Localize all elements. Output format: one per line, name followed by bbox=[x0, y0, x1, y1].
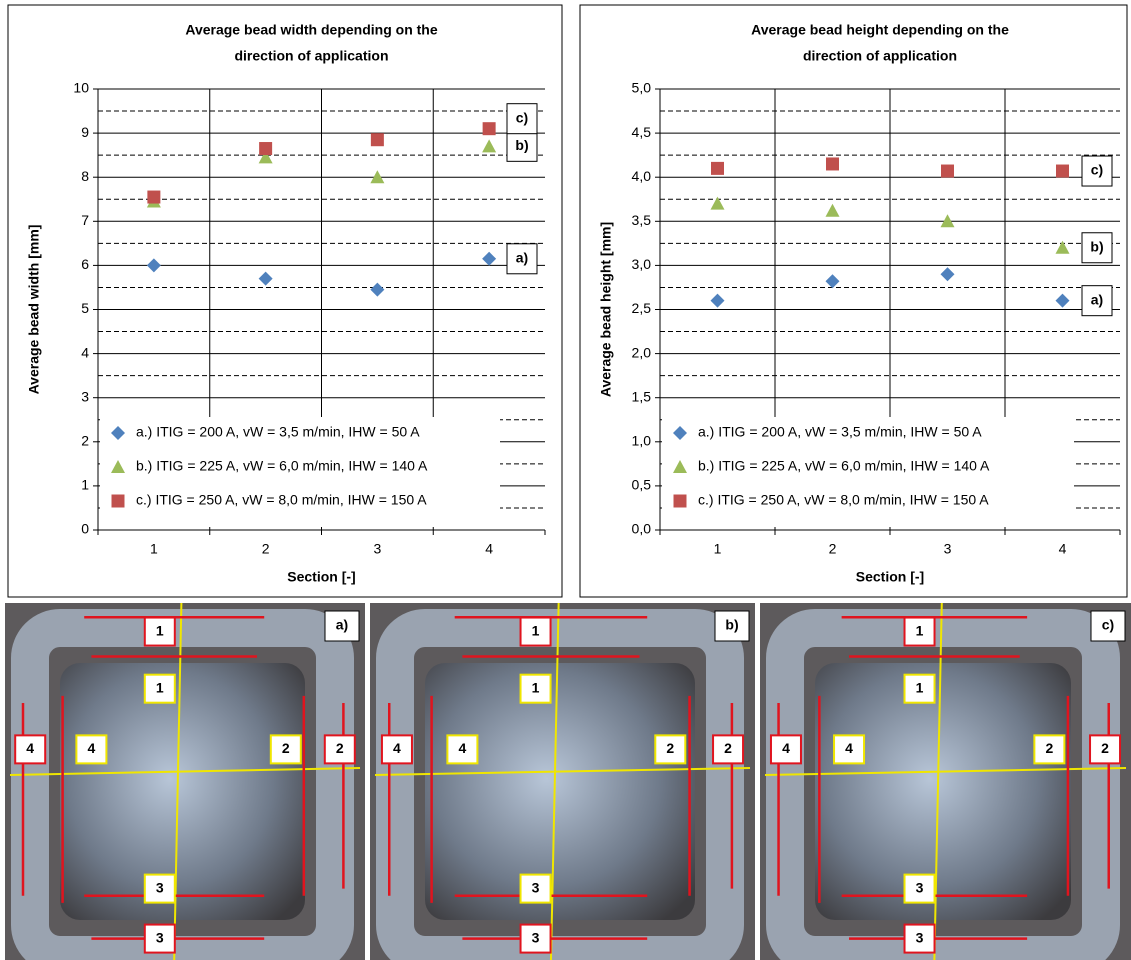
section-label: 2 bbox=[724, 740, 732, 756]
legend-label: b.) ITIG = 225 A, vW = 6,0 m/min, IHW = … bbox=[136, 458, 428, 474]
point bbox=[711, 162, 724, 175]
section-label: 1 bbox=[156, 679, 164, 695]
point bbox=[259, 142, 272, 155]
x-tick-label: 1 bbox=[150, 541, 158, 557]
y-tick-label: 7 bbox=[81, 212, 89, 228]
chart-title: Average bead height depending on the bbox=[751, 22, 1009, 38]
y-tick-label: 0 bbox=[81, 521, 89, 537]
y-axis-label: Average bead height [mm] bbox=[598, 222, 614, 397]
section-label: 2 bbox=[666, 740, 674, 756]
weld-surface bbox=[425, 663, 695, 920]
weld-surface bbox=[815, 663, 1071, 920]
chart-title: Average bead width depending on the bbox=[185, 22, 437, 38]
weld-surface bbox=[60, 663, 305, 920]
section-label: 3 bbox=[532, 929, 540, 945]
y-tick-label: 9 bbox=[81, 124, 89, 140]
legend-label: b.) ITIG = 225 A, vW = 6,0 m/min, IHW = … bbox=[698, 458, 990, 474]
annotation: c) bbox=[1091, 162, 1103, 178]
section-label: 1 bbox=[916, 622, 924, 638]
y-tick-label: 10 bbox=[73, 80, 89, 96]
x-axis-label: Section [-] bbox=[856, 569, 924, 585]
y-tick-label: 3,5 bbox=[632, 212, 652, 228]
y-axis-label: Average bead width [mm] bbox=[26, 225, 42, 395]
x-axis-label: Section [-] bbox=[287, 569, 355, 585]
photo-tag: c) bbox=[1102, 617, 1114, 633]
y-tick-label: 4,0 bbox=[632, 168, 652, 184]
y-tick-label: 2,0 bbox=[632, 344, 652, 360]
x-tick-label: 1 bbox=[714, 541, 722, 557]
y-tick-label: 0,0 bbox=[632, 521, 652, 537]
photo-tag: a) bbox=[336, 617, 348, 633]
chart-title: direction of application bbox=[234, 48, 388, 64]
legend-label: a.) ITIG = 200 A, vW = 3,5 m/min, IHW = … bbox=[136, 424, 420, 440]
x-tick-label: 2 bbox=[829, 541, 837, 557]
section-label: 4 bbox=[393, 740, 401, 756]
section-label: 1 bbox=[916, 679, 924, 695]
point bbox=[371, 133, 384, 146]
section-label: 4 bbox=[782, 740, 790, 756]
y-tick-label: 0,5 bbox=[632, 477, 652, 493]
legend-marker bbox=[674, 495, 687, 508]
section-label: 2 bbox=[282, 740, 290, 756]
figure: Average bead width depending on the direc… bbox=[0, 0, 1131, 960]
section-label: 3 bbox=[916, 929, 924, 945]
photo-tag: b) bbox=[725, 617, 738, 633]
annotation: b) bbox=[1090, 238, 1103, 254]
legend-label: c.) ITIG = 250 A, vW = 8,0 m/min, IHW = … bbox=[136, 492, 427, 508]
y-tick-label: 1 bbox=[81, 477, 89, 493]
section-label: 4 bbox=[26, 740, 34, 756]
point bbox=[941, 165, 954, 178]
legend-label: c.) ITIG = 250 A, vW = 8,0 m/min, IHW = … bbox=[698, 492, 989, 508]
section-label: 4 bbox=[845, 740, 853, 756]
section-label: 2 bbox=[1045, 740, 1053, 756]
section-label: 1 bbox=[532, 622, 540, 638]
section-label: 4 bbox=[88, 740, 96, 756]
y-tick-label: 4,5 bbox=[632, 124, 652, 140]
point bbox=[826, 157, 839, 170]
legend-marker bbox=[112, 495, 125, 508]
point bbox=[147, 191, 160, 204]
y-tick-label: 5,0 bbox=[632, 80, 652, 96]
section-label: 1 bbox=[156, 622, 164, 638]
x-tick-label: 4 bbox=[1059, 541, 1067, 557]
y-tick-label: 5 bbox=[81, 300, 89, 316]
point bbox=[1056, 165, 1069, 178]
section-label: 3 bbox=[916, 879, 924, 895]
y-tick-label: 6 bbox=[81, 256, 89, 272]
y-tick-label: 2,5 bbox=[632, 300, 652, 316]
annotation: a) bbox=[1091, 291, 1103, 307]
y-tick-label: 3 bbox=[81, 388, 89, 404]
section-label: 2 bbox=[1101, 740, 1109, 756]
x-tick-label: 3 bbox=[944, 541, 952, 557]
section-label: 4 bbox=[459, 740, 467, 756]
y-tick-label: 1,0 bbox=[632, 433, 652, 449]
point bbox=[483, 122, 496, 135]
y-tick-label: 1,5 bbox=[632, 388, 652, 404]
section-label: 3 bbox=[532, 879, 540, 895]
annotation: a) bbox=[516, 249, 528, 265]
x-tick-label: 4 bbox=[485, 541, 493, 557]
y-tick-label: 3,0 bbox=[632, 256, 652, 272]
section-label: 3 bbox=[156, 879, 164, 895]
annotation: c) bbox=[516, 109, 528, 125]
section-label: 2 bbox=[336, 740, 344, 756]
chart-title: direction of application bbox=[803, 48, 957, 64]
annotation: b) bbox=[515, 137, 528, 153]
legend-label: a.) ITIG = 200 A, vW = 3,5 m/min, IHW = … bbox=[698, 424, 982, 440]
x-tick-label: 3 bbox=[373, 541, 381, 557]
y-tick-label: 4 bbox=[81, 344, 89, 360]
y-tick-label: 8 bbox=[81, 168, 89, 184]
y-tick-label: 2 bbox=[81, 433, 89, 449]
section-label: 3 bbox=[156, 929, 164, 945]
x-tick-label: 2 bbox=[262, 541, 270, 557]
section-label: 1 bbox=[532, 679, 540, 695]
